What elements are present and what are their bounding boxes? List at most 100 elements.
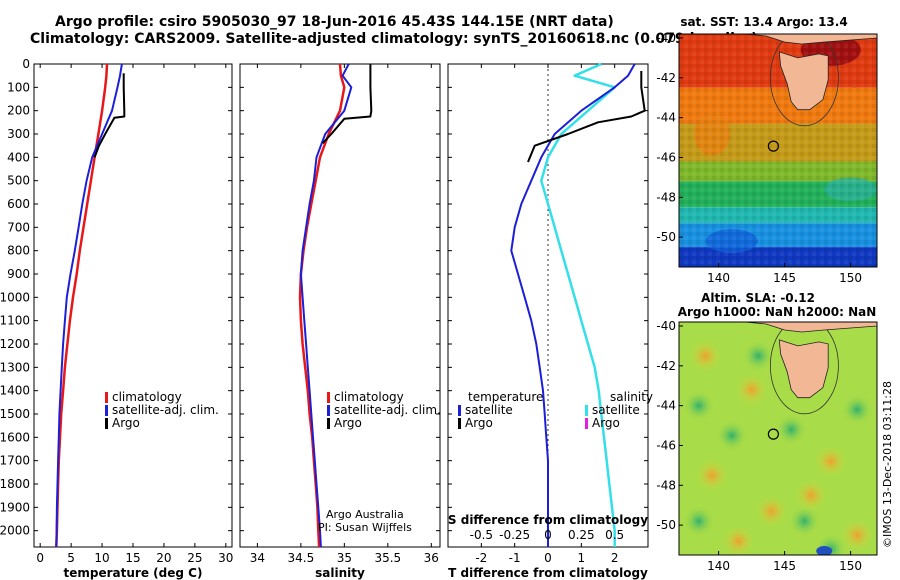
sst-field [679, 34, 877, 267]
map-x-tick-label: 145 [773, 559, 796, 573]
sla-map-subtitle: Argo h1000: NaN h2000: NaN [678, 305, 877, 319]
sla-map-title: Altim. SLA: -0.12 [701, 291, 815, 305]
sla-low-anomaly [716, 420, 747, 451]
figure-subtitle: Climatology: CARS2009. Satellite-adjuste… [30, 31, 758, 47]
y-tick-label: 1700 [0, 454, 30, 468]
x-tick-label: -1 [509, 551, 521, 565]
legend-entry: satellite [592, 403, 640, 417]
sla-high-anomaly [841, 519, 874, 552]
x-tick-label: 20 [156, 551, 171, 565]
y-tick-label: 1900 [0, 500, 30, 514]
legend-swatch [105, 405, 108, 416]
x-tick-label: 1 [578, 551, 586, 565]
map-x-tick-label: 150 [839, 271, 862, 285]
sla-field [679, 322, 877, 555]
y-tick-label: 500 [7, 174, 30, 188]
x-tick-label: 25 [187, 551, 202, 565]
map-x-tick-label: 140 [707, 271, 730, 285]
credit-line-1: Argo Australia [326, 508, 404, 521]
series-line-satellite-adj-clim- [55, 63, 123, 548]
sst-map-title: sat. SST: 13.4 Argo: 13.4 [680, 15, 847, 29]
legend-entry: climatology [112, 390, 182, 404]
y-tick-label: 2000 [0, 524, 30, 538]
legend-swatch [458, 418, 461, 429]
y-tick-label: 1100 [0, 314, 30, 328]
secondary-x-tick-label: -0.5 [470, 528, 493, 542]
x-tick-label: 15 [125, 551, 140, 565]
legend-entry: satellite [465, 403, 513, 417]
secondary-x-label: S difference from climatology [448, 513, 648, 527]
sla-map: 140 145 150 -40 -42 -44 -46 -48 -50 [656, 319, 878, 573]
x-tick-label: 34.5 [288, 551, 315, 565]
series-line-argo [93, 73, 126, 158]
legend-swatch [327, 392, 330, 403]
y-tick-label: 1800 [0, 477, 30, 491]
y-tick-label: 900 [7, 267, 30, 281]
map-y-tick-label: -44 [656, 111, 676, 125]
map-y-tick-label: -50 [656, 518, 676, 532]
series-line-salinity-satellite [540, 62, 616, 547]
legend-entry: Argo [334, 416, 362, 430]
x-tick-label: 30 [218, 551, 233, 565]
series-line-temperature-satellite [510, 63, 636, 547]
legend-entry: satellite-adj. clim. [112, 403, 219, 417]
map-x-tick-label: 140 [707, 559, 730, 573]
legend-entry: Argo [592, 416, 620, 430]
credit-line-2: PI: Susan Wijffels [318, 521, 412, 534]
x-tick-label: 35 [337, 551, 352, 565]
x-tick-label: 10 [94, 551, 109, 565]
x-tick-label: 34 [250, 551, 265, 565]
secondary-x-tick-label: -0.25 [499, 528, 530, 542]
legend-entry: Argo [112, 416, 140, 430]
legend-title-salinity: salinity [610, 390, 653, 404]
map-y-tick-label: -48 [656, 190, 676, 204]
legend-swatch [327, 405, 330, 416]
sla-low-core [816, 546, 833, 555]
sla-high-anomaly [696, 459, 728, 492]
salinity-panel: 34 34.5 35 35.5 36 salinity climatologysatelli… [239, 63, 441, 580]
map-y-tick-label: -42 [656, 359, 676, 373]
tasmania-landmass [778, 339, 829, 399]
y-tick-label: 800 [7, 244, 30, 258]
legend-entry: climatology [334, 390, 404, 404]
map-frame [678, 321, 878, 556]
x-axis-label: T difference from climatology [448, 566, 648, 580]
x-tick-label: -2 [475, 551, 487, 565]
legend-entry: satellite-adj. clim. [334, 403, 441, 417]
map-y-tick-label: -48 [656, 478, 676, 492]
argo-position-marker [767, 140, 779, 152]
copyright-stamp: ©IMOS 13-Dec-2018 03:11:28 [881, 381, 894, 548]
legend-entry: Argo [465, 416, 493, 430]
x-axis-label: temperature (deg C) [64, 566, 203, 580]
x-axis-label: salinity [315, 566, 365, 580]
map-x-tick-label: 145 [773, 271, 796, 285]
legend-swatch [585, 418, 588, 429]
series-line-temperature-argo [527, 71, 646, 163]
sla-high-anomaly [735, 373, 768, 406]
tasmania-landmass [778, 51, 829, 111]
argo-position-marker [767, 428, 779, 440]
map-y-tick-label: -40 [656, 319, 676, 333]
y-tick-label: 0 [22, 57, 30, 71]
y-tick-label: 400 [7, 150, 30, 164]
legend-swatch [585, 405, 588, 416]
x-tick-label: 5 [67, 551, 75, 565]
y-tick-label: 1600 [0, 430, 30, 444]
y-tick-label: 1000 [0, 290, 30, 304]
plot-frame [33, 63, 233, 548]
map-y-tick-label: -44 [656, 399, 676, 413]
y-tick-label: 1200 [0, 337, 30, 351]
sla-high-anomaly [755, 495, 788, 528]
y-tick-label: 1500 [0, 407, 30, 421]
isobath-contour [770, 34, 839, 127]
sla-high-anomaly [814, 445, 847, 478]
legend-swatch [327, 418, 330, 429]
y-tick-label: 100 [7, 80, 30, 94]
map-y-tick-label: -42 [656, 71, 676, 85]
secondary-x-tick-label: 0.5 [605, 528, 624, 542]
plot-frame [239, 63, 441, 548]
sla-low-anomaly [842, 394, 873, 425]
y-tick-label: 200 [7, 104, 30, 118]
temperature-panel: 0 5 10 15 20 25 300100200300400500600700800900… [0, 57, 233, 580]
